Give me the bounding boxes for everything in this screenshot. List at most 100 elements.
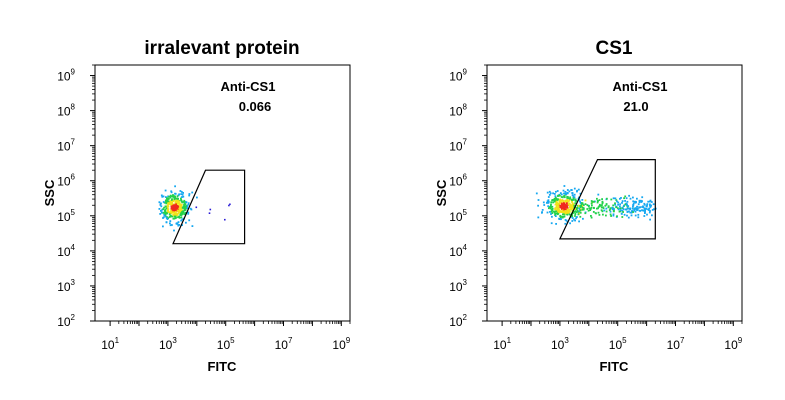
event-dot xyxy=(628,194,630,197)
event-dot xyxy=(624,195,627,198)
event-dot xyxy=(558,204,561,207)
event-dot xyxy=(651,214,653,217)
event-dot xyxy=(644,209,646,212)
event-dot xyxy=(173,217,176,220)
event-dot xyxy=(183,199,186,202)
event-dot xyxy=(176,209,179,212)
event-dot xyxy=(626,207,629,210)
event-dot xyxy=(563,202,565,204)
event-dot xyxy=(166,212,168,215)
event-dot xyxy=(178,209,181,212)
event-dot xyxy=(604,204,607,207)
event-dot xyxy=(566,197,569,199)
event-dot xyxy=(160,205,163,208)
event-dot xyxy=(639,206,641,209)
event-dot xyxy=(543,204,546,206)
event-dot xyxy=(579,211,582,214)
event-dot xyxy=(562,208,565,211)
event-dot xyxy=(558,202,561,205)
event-dot xyxy=(567,212,570,214)
event-dot xyxy=(579,200,581,203)
event-dot xyxy=(559,200,561,203)
y-tick-label: 109 xyxy=(449,68,467,84)
event-dot xyxy=(601,210,604,213)
event-dot xyxy=(563,208,566,211)
event-dot xyxy=(624,208,627,211)
event-dot xyxy=(613,209,615,212)
event-dot xyxy=(640,199,642,202)
event-dot xyxy=(601,201,604,204)
event-dot xyxy=(574,202,577,204)
gate-polygon xyxy=(172,169,246,245)
event-dot xyxy=(554,212,557,215)
event-dot xyxy=(553,199,556,202)
event-dot xyxy=(195,206,198,209)
event-dot xyxy=(188,194,191,197)
event-dot xyxy=(642,206,645,209)
event-dot xyxy=(569,196,572,199)
event-dot xyxy=(183,209,186,212)
event-dot xyxy=(174,206,176,208)
x-axis-ticks: 101 103 105 107 109 xyxy=(493,321,743,352)
event-dot xyxy=(634,214,637,217)
event-dot xyxy=(631,210,633,213)
event-dot xyxy=(577,213,580,216)
event-dot xyxy=(574,213,577,216)
event-dot xyxy=(160,210,162,212)
event-dot xyxy=(636,205,638,208)
event-dot xyxy=(165,217,168,219)
event-dot xyxy=(165,202,168,205)
event-dot xyxy=(547,202,550,204)
event-dot xyxy=(159,204,162,206)
event-dot xyxy=(636,207,639,210)
event-dot xyxy=(173,197,176,199)
event-dot xyxy=(648,211,651,214)
event-dot xyxy=(170,190,173,193)
event-dot xyxy=(565,212,568,214)
event-dot xyxy=(167,202,170,204)
event-dot xyxy=(633,209,636,211)
event-dot xyxy=(574,207,577,209)
event-dot xyxy=(177,216,179,219)
event-dot xyxy=(580,208,582,211)
event-dot xyxy=(179,214,182,216)
event-dot xyxy=(570,204,573,207)
event-dot xyxy=(586,208,589,210)
event-dot xyxy=(615,206,618,209)
event-dot xyxy=(557,205,560,208)
event-dot xyxy=(566,192,569,194)
event-dot xyxy=(587,205,590,208)
event-dot xyxy=(568,197,570,200)
event-dot xyxy=(597,193,600,196)
event-dot xyxy=(611,208,614,211)
event-dot xyxy=(166,210,169,213)
event-dot xyxy=(546,211,549,214)
event-dot xyxy=(561,208,563,211)
x-axis-ticks: 101 103 105 107 109 xyxy=(101,321,351,352)
event-dot xyxy=(165,221,168,223)
event-dot xyxy=(598,214,601,216)
event-dot xyxy=(597,211,600,214)
event-dot xyxy=(555,223,557,225)
event-dot xyxy=(634,210,637,213)
event-dot xyxy=(165,207,168,210)
y-axis-label: SSC xyxy=(42,179,57,206)
x-tick-label: 107 xyxy=(275,336,293,352)
event-dot xyxy=(170,210,172,213)
event-dot xyxy=(590,202,593,205)
event-dot xyxy=(170,191,173,194)
event-dot xyxy=(176,200,179,203)
event-dot xyxy=(556,202,559,204)
event-dot xyxy=(558,198,561,201)
event-dot xyxy=(178,206,181,208)
event-dot xyxy=(187,203,190,206)
event-dot xyxy=(627,207,630,210)
event-dot xyxy=(184,203,187,205)
event-dot xyxy=(576,207,578,210)
event-dot xyxy=(175,216,177,219)
event-dot xyxy=(568,209,571,211)
y-tick-label: 107 xyxy=(57,138,75,154)
event-dot xyxy=(180,205,183,208)
event-dot xyxy=(167,211,170,213)
event-dot xyxy=(575,200,578,202)
